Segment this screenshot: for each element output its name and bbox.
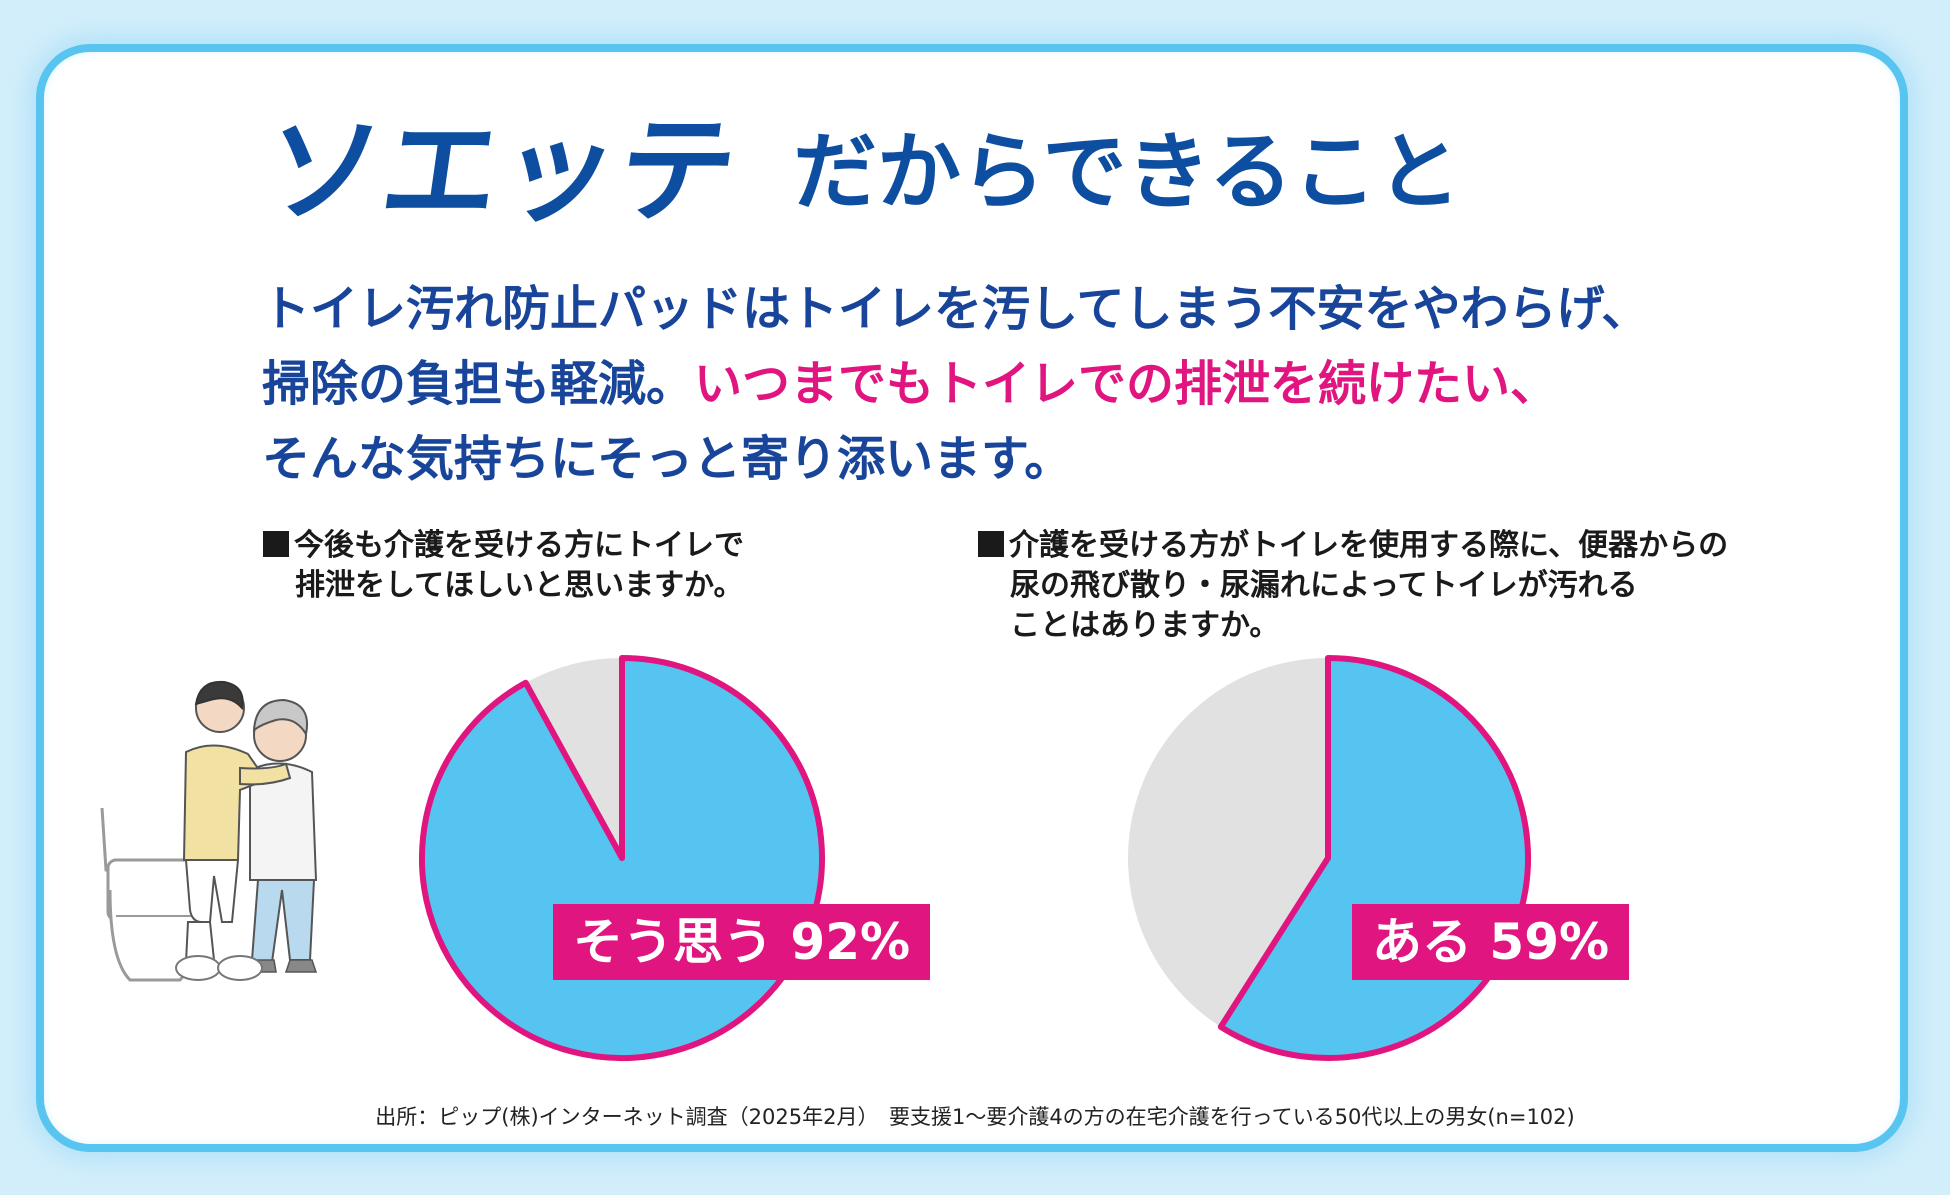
chart-2-question-line-3: ことはありますか。 <box>1010 608 1280 643</box>
chart-1-question: 今後も介護を受ける方にトイレで 排泄をしてほしいと思いますか。 <box>263 526 744 606</box>
lead-line-1: トイレ汚れ防止パッドはトイレを汚してしまう不安をやわらげ、 <box>262 281 1650 337</box>
lead-line-2: 掃除の負担も軽減。いつまでもトイレでの排泄を続けたい、 <box>262 347 1762 422</box>
lead-line-2-highlight: いつまでもトイレでの排泄を続けたい、 <box>694 356 1559 412</box>
headline: ソエッテ だからできること <box>256 102 1765 242</box>
chart-2-question-line-2: 尿の飛び散り・尿漏れによってトイレが汚れる <box>1010 568 1638 603</box>
chart-1-question-line-1: 今後も介護を受ける方にトイレで <box>294 528 744 563</box>
caregiver-assisting-elderly-to-toilet-icon <box>100 680 318 982</box>
pie-chart-2 <box>1128 655 1531 1061</box>
pie-chart-1 <box>419 655 825 1061</box>
headline-text: だからできること <box>793 123 1461 221</box>
lead-copy: トイレ汚れ防止パッドはトイレを汚してしまう不安をやわらげ、 掃除の負担も軽減。い… <box>262 272 1762 497</box>
bullet-square-icon <box>263 531 289 557</box>
bullet-square-icon <box>978 531 1004 557</box>
source-note: 出所：ピップ(株)インターネット調査（2025年2月） 要支援1～要介護4の方の… <box>375 1105 1575 1129</box>
pie-chart-1-data-label: そう思う 92% <box>553 904 931 980</box>
pie-1-highlight-outline <box>419 655 825 1061</box>
pie-chart-2-data-label: ある 59% <box>1352 904 1630 980</box>
lead-line-2-normal: 掃除の負担も軽減。 <box>262 356 695 412</box>
chart-2-question: 介護を受ける方がトイレを使用する際に、便器からの 尿の飛び散り・尿漏れによってト… <box>978 526 1728 646</box>
brand-logo: ソエッテ <box>255 104 747 239</box>
lead-line-3: そんな気持ちにそっと寄り添います。 <box>262 431 1073 487</box>
chart-2-question-line-1: 介護を受ける方がトイレを使用する際に、便器からの <box>1009 528 1729 563</box>
chart-1-question-line-2: 排泄をしてほしいと思いますか。 <box>295 568 744 603</box>
